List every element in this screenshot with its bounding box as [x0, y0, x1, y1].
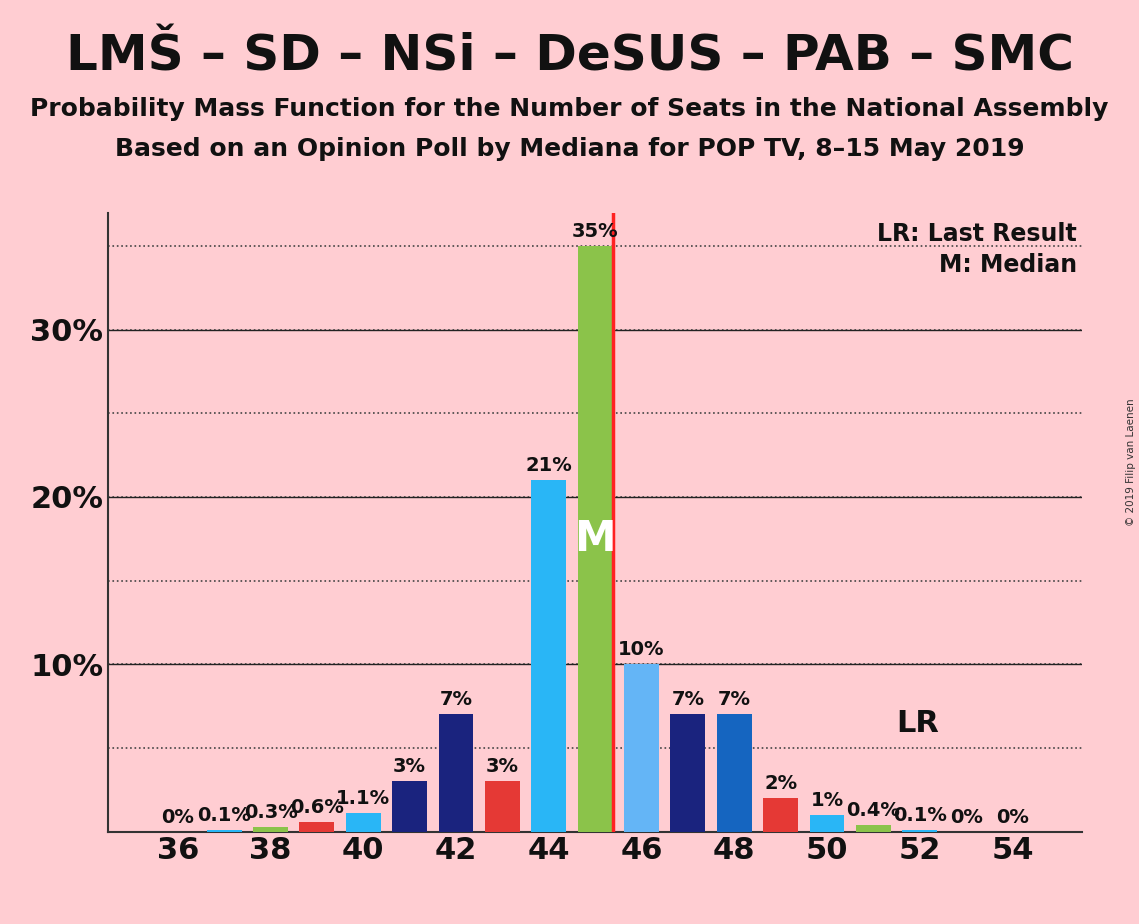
Bar — [346, 813, 380, 832]
Text: 1.1%: 1.1% — [336, 789, 391, 808]
Bar — [716, 714, 752, 832]
Text: 0.4%: 0.4% — [846, 801, 900, 820]
Text: M: M — [574, 517, 616, 560]
Text: M: Median: M: Median — [939, 253, 1077, 277]
Text: 0%: 0% — [950, 808, 983, 827]
Text: LR: Last Result: LR: Last Result — [877, 222, 1077, 246]
Bar — [857, 825, 891, 832]
Text: 10%: 10% — [618, 640, 665, 659]
Text: 21%: 21% — [525, 456, 572, 475]
Bar — [810, 815, 844, 832]
Text: 1%: 1% — [811, 791, 844, 809]
Bar — [763, 798, 798, 832]
Text: 0.6%: 0.6% — [290, 797, 344, 817]
Text: LR: LR — [896, 709, 940, 738]
Text: 3%: 3% — [486, 758, 519, 776]
Text: 7%: 7% — [718, 690, 751, 710]
Bar — [902, 830, 937, 832]
Bar — [392, 782, 427, 832]
Text: 7%: 7% — [671, 690, 704, 710]
Text: 0%: 0% — [162, 808, 195, 827]
Text: 0.1%: 0.1% — [197, 806, 251, 825]
Bar — [253, 827, 288, 832]
Text: 0.3%: 0.3% — [244, 803, 297, 821]
Text: 3%: 3% — [393, 758, 426, 776]
Text: © 2019 Filip van Laenen: © 2019 Filip van Laenen — [1126, 398, 1136, 526]
Bar — [532, 480, 566, 832]
Text: 2%: 2% — [764, 774, 797, 793]
Bar — [485, 782, 519, 832]
Bar — [439, 714, 474, 832]
Text: 0%: 0% — [995, 808, 1029, 827]
Text: 0.1%: 0.1% — [893, 806, 947, 825]
Bar — [624, 664, 658, 832]
Bar — [207, 830, 241, 832]
Bar — [577, 246, 613, 832]
Text: 7%: 7% — [440, 690, 473, 710]
Bar — [300, 821, 334, 832]
Text: LMŠ – SD – NSi – DeSUS – PAB – SMC: LMŠ – SD – NSi – DeSUS – PAB – SMC — [66, 32, 1073, 80]
Text: Based on an Opinion Poll by Mediana for POP TV, 8–15 May 2019: Based on an Opinion Poll by Mediana for … — [115, 137, 1024, 161]
Bar — [671, 714, 705, 832]
Text: 35%: 35% — [572, 222, 618, 241]
Text: Probability Mass Function for the Number of Seats in the National Assembly: Probability Mass Function for the Number… — [31, 97, 1108, 121]
